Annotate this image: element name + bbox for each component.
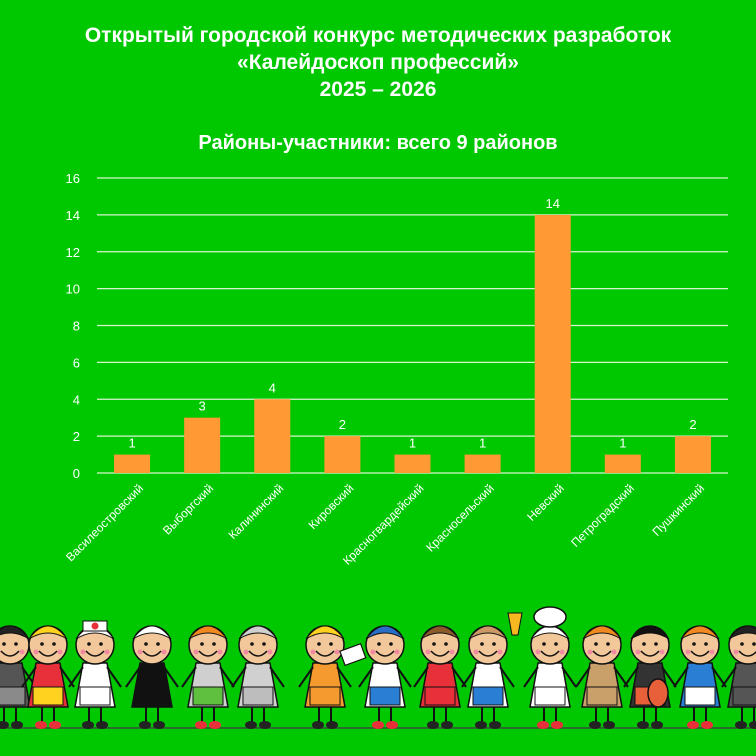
child-figure-girl-red-dress	[413, 625, 467, 729]
x-category-label: Пушкинский	[649, 481, 707, 539]
bar	[324, 436, 361, 473]
y-tick-label: 2	[73, 429, 80, 444]
x-axis-labels: Василеостровский Выборгский Калининский Кир…	[63, 481, 707, 568]
child-figure-astronaut	[231, 625, 285, 729]
bar-value-label: 1	[409, 436, 416, 451]
x-category-label: Невский	[524, 481, 567, 524]
bar-value-label: 1	[128, 436, 135, 451]
child-figure-officer	[721, 625, 756, 729]
x-category-label: Кировский	[306, 481, 357, 532]
bar-value-label: 3	[199, 399, 206, 414]
child-figure-judge	[125, 625, 179, 729]
x-category-label: Красносельский	[423, 481, 496, 554]
y-tick-label: 4	[73, 392, 80, 407]
bar-value-label: 4	[269, 380, 276, 395]
bar	[464, 454, 501, 473]
child-figure-nurse	[68, 625, 122, 729]
bar-value-label: 14	[545, 196, 559, 211]
y-tick-label: 12	[66, 245, 80, 260]
bars: 1 3 4 2 1 1 14 1 2	[114, 196, 711, 473]
y-tick-label: 6	[73, 355, 80, 370]
bar	[114, 454, 151, 473]
bar-value-label: 1	[479, 436, 486, 451]
bar-value-label: 1	[619, 436, 626, 451]
gridlines	[97, 177, 728, 474]
child-figure-dancer	[21, 625, 75, 729]
child-figure-musician	[623, 625, 677, 729]
x-category-label: Петроградский	[568, 481, 637, 550]
y-axis-ticks: 0 2 4 6 8 10 12 14 16	[66, 171, 80, 481]
x-category-label: Василеостровский	[63, 481, 146, 564]
bar	[394, 454, 431, 473]
guitar-icon	[647, 678, 669, 708]
bar	[184, 417, 221, 473]
child-figure-champion	[461, 625, 515, 729]
y-tick-label: 8	[73, 319, 80, 334]
child-figure-sailor	[358, 625, 412, 729]
children-professions-illustration	[0, 606, 756, 729]
y-tick-label: 10	[66, 282, 80, 297]
bar	[534, 214, 571, 473]
y-tick-label: 0	[73, 466, 80, 481]
bar	[254, 399, 291, 473]
chart-title: Районы-участники: всего 9 районов	[198, 132, 558, 154]
trophy-icon	[507, 612, 523, 636]
bar-value-label: 2	[689, 417, 696, 432]
header-line-contest: Открытый городской конкурс методических …	[84, 24, 672, 47]
header-line-years: 2025 – 2026	[319, 78, 437, 101]
child-figure-mechanic	[298, 625, 352, 729]
child-figure-firefighter	[575, 625, 629, 729]
header-line-name: «Калейдоскоп профессий»	[237, 51, 519, 74]
page-header: Открытый городской конкурс методических …	[0, 22, 756, 103]
bar-value-label: 2	[339, 417, 346, 432]
y-tick-label: 14	[66, 208, 80, 223]
bar	[604, 454, 641, 473]
chef-hat-icon	[533, 606, 567, 628]
x-category-label: Калининский	[226, 481, 287, 542]
child-figure-waitress	[673, 625, 727, 729]
child-figure-hairdresser	[181, 625, 235, 729]
envelope-icon	[339, 642, 367, 667]
bar	[674, 436, 711, 473]
x-category-label: Выборгский	[160, 481, 216, 537]
child-figure-chef	[523, 625, 577, 729]
y-tick-label: 16	[66, 171, 80, 186]
